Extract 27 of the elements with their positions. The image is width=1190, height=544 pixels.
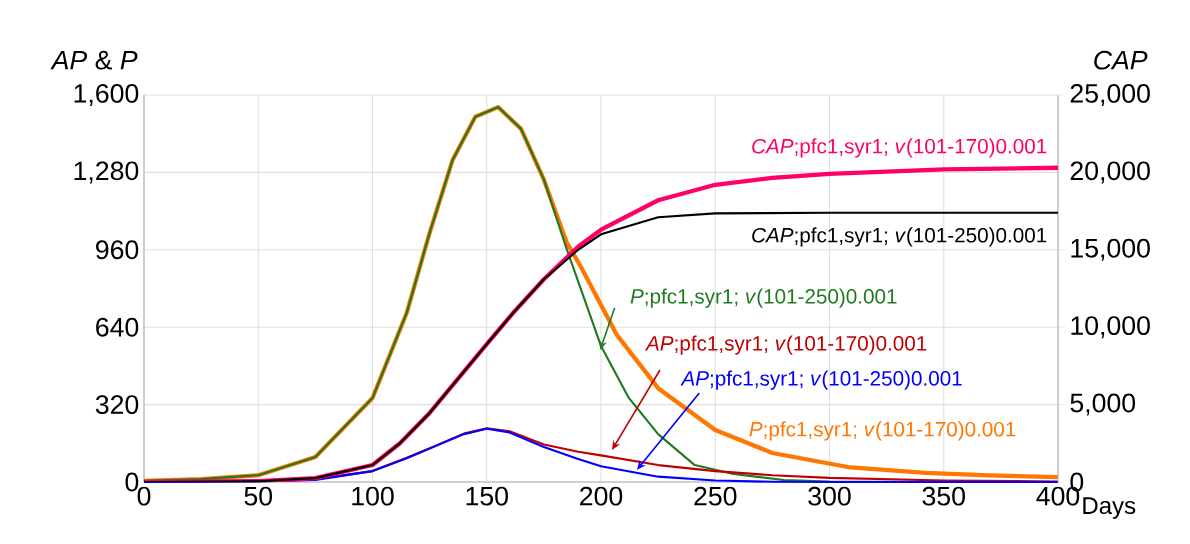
y2-tick-label: 5,000: [1070, 393, 1136, 416]
x-tick-label: 250: [694, 486, 737, 506]
x-tick-label: 350: [922, 486, 965, 506]
y2-axis-title: CAP: [1094, 50, 1148, 70]
x-axis-title: Days: [1083, 497, 1136, 519]
x-tick-label: 50: [244, 486, 273, 506]
y-tick-label: 1,280: [74, 161, 139, 184]
y2-tick-label: 10,000: [1071, 316, 1150, 339]
y2-tick-label: 15,000: [1071, 238, 1150, 261]
x-tick-label: 200: [580, 486, 623, 506]
x-tick-label: 300: [808, 486, 851, 506]
text: AP;pfc1,syr1; v(101-170)0.001: [644, 335, 927, 355]
y-tick-label: 640: [96, 317, 139, 337]
x-tick-label: 150: [466, 486, 508, 506]
series-label: P;pfc1,syr1; v(101-170)0.001: [749, 421, 1016, 441]
x-tick-label: 100: [352, 486, 394, 506]
y-tick-label: 1,600: [74, 83, 139, 107]
y-tick-label: 0: [125, 472, 139, 492]
y2-tick-label: 20,000: [1070, 161, 1150, 184]
text: AP;pfc1,syr1; v(101-250)0.001: [680, 370, 962, 390]
y-axis-title: AP & P: [50, 50, 138, 70]
series-label: CAP;pfc1,syr1; v(101-170)0.001: [752, 138, 1047, 158]
series-label: P;pfc1,syr1; v(101-250)0.001: [630, 288, 897, 308]
y2-tick-label: 25,000: [1070, 83, 1150, 107]
series-label: CAP;pfc1,syr1; v(101-250)0.001: [752, 227, 1047, 247]
y-tick-label: 960: [96, 240, 139, 260]
y-tick-label: 320: [95, 395, 139, 415]
